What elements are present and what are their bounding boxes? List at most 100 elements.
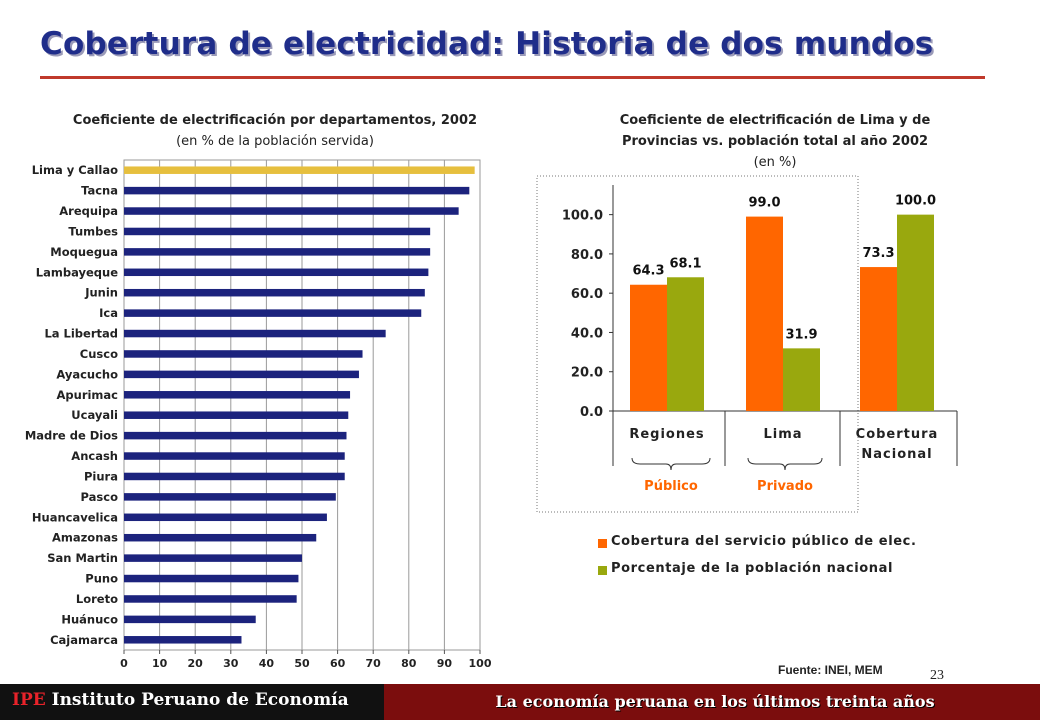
right-chart-subtitle: (en %) — [753, 155, 797, 170]
bar-arequipa — [124, 207, 459, 215]
bar-hu-nuco — [124, 615, 256, 624]
bar-apurimac — [124, 391, 351, 399]
y-tick-label: Cajamarca — [50, 633, 118, 647]
x-tick-label: 20 — [188, 657, 204, 670]
footer-institute: IPE Instituto Peruano de Economía — [12, 690, 349, 710]
y-tick-label: 100.0 — [562, 209, 603, 224]
x-tick-label: 30 — [223, 657, 239, 670]
y-tick-label: Lambayeque — [36, 265, 118, 279]
brace-label: Privado — [757, 479, 813, 494]
y-tick-label: Moquegua — [50, 245, 118, 259]
y-tick-label: Ayacucho — [56, 367, 118, 381]
bar-moquegua — [124, 248, 431, 256]
bar-orange — [860, 267, 897, 411]
y-tick-label: Tumbes — [68, 224, 118, 238]
y-tick-label: Amazonas — [52, 531, 118, 545]
y-tick-label: Lima y Callao — [32, 163, 118, 177]
y-tick-label: Loreto — [76, 592, 118, 606]
data-label: 100.0 — [895, 194, 936, 209]
footer-institute-name: Instituto Peruano de Economía — [51, 690, 349, 710]
bar-tumbes — [124, 227, 431, 236]
title-divider — [40, 76, 985, 79]
legend-swatch — [598, 539, 607, 548]
brace — [747, 457, 823, 471]
bar-madre-de-dios — [124, 431, 347, 440]
y-tick-label: La Libertad — [44, 327, 118, 341]
legend-swatch — [598, 566, 607, 575]
x-tick-label: 0 — [120, 657, 128, 670]
y-tick-label: Junin — [84, 286, 118, 300]
bar-olive — [783, 348, 820, 411]
bar-huancavelica — [124, 513, 327, 522]
legend-label: Cobertura del servicio público de elec. — [611, 534, 917, 549]
x-tick-label: 90 — [437, 657, 453, 670]
x-tick-label: 80 — [401, 657, 417, 670]
bar-orange — [746, 216, 783, 411]
bar-lambayeque — [124, 268, 429, 277]
y-tick-label: Puno — [85, 572, 118, 586]
lima-provinces-bar-chart: 0.0 20.0 40.0 60.0 80.0 100.0 64.3 99.0 73.3 68.1… — [536, 175, 958, 576]
bar-pasco — [124, 493, 336, 501]
bar-la-libertad — [124, 329, 386, 338]
bar-cajamarca — [124, 636, 242, 644]
x-tick-label: 100 — [469, 657, 492, 670]
bar-olive — [897, 214, 934, 411]
brace — [631, 457, 711, 471]
legend-label: Porcentaje de la población nacional — [611, 561, 893, 576]
left-chart-title-block: Coeficiente de electrificación por depar… — [28, 110, 522, 152]
bar-olive — [667, 277, 704, 411]
y-tick-label: 80.0 — [571, 248, 603, 263]
y-tick-label: Cusco — [80, 347, 118, 361]
bar-orange — [630, 284, 667, 411]
y-tick-label: Apurimac — [57, 388, 119, 402]
bar-loreto — [124, 595, 297, 603]
y-tick-label: 20.0 — [571, 366, 603, 381]
bar-ica — [124, 309, 422, 317]
left-chart-subtitle: (en % de la población servida) — [176, 134, 374, 149]
bar-ayacucho — [124, 370, 359, 379]
source-note: Fuente: INEI, MEM — [778, 663, 883, 677]
y-tick-label: Piura — [84, 469, 118, 483]
bar-tacna — [124, 186, 470, 195]
x-category-label: Regiones — [629, 427, 704, 442]
departments-bar-chart: Lima y Callao Tacna Arequipa Tumbes Moquegua… — [25, 159, 492, 670]
y-tick-label: Ancash — [71, 449, 118, 463]
bar-piura — [124, 472, 345, 481]
data-label: 68.1 — [669, 256, 701, 271]
bar-ancash — [124, 452, 345, 460]
data-label: 73.3 — [862, 246, 894, 261]
data-label: 64.3 — [632, 264, 664, 279]
x-category-label: Lima — [763, 427, 802, 442]
chart-frame — [536, 175, 859, 513]
y-tick-label: Huánuco — [61, 612, 118, 626]
bar-lima-y-callao — [124, 166, 475, 174]
bar-ucayali — [124, 411, 349, 419]
x-tick-label: 10 — [152, 657, 168, 670]
y-tick-label: San Martin — [47, 551, 118, 565]
y-tick-label: 40.0 — [571, 326, 603, 341]
bar-amazonas — [124, 533, 317, 542]
y-tick-label: Pasco — [81, 490, 119, 504]
data-label: 31.9 — [785, 327, 817, 342]
y-tick-label: 60.0 — [571, 287, 603, 302]
x-tick-label: 50 — [294, 657, 310, 670]
x-category-label: Cobertura — [856, 427, 939, 442]
x-tick-label: 70 — [366, 657, 382, 670]
footer-ipe-logo: IPE — [12, 690, 46, 710]
y-tick-label: Madre de Dios — [25, 429, 118, 443]
x-category-label: Nacional — [861, 447, 932, 462]
bar-cusco — [124, 350, 363, 358]
x-tick-label: 40 — [259, 657, 275, 670]
footer-subtitle: La economía peruana en los últimos trein… — [495, 692, 935, 711]
right-chart-title-line1: Coeficiente de electrificación de Lima y… — [619, 113, 931, 128]
page-number: 23 — [930, 668, 944, 683]
right-chart-title-line2: Provincias vs. población total al año 20… — [621, 134, 929, 149]
bar-san-martin — [124, 554, 302, 562]
y-tick-label: Tacna — [81, 184, 118, 198]
bar-puno — [124, 574, 299, 583]
data-label: 99.0 — [748, 196, 780, 211]
slide-title: Cobertura de electricidad: Historia de d… — [40, 26, 934, 62]
y-tick-label: Ucayali — [71, 408, 118, 422]
footer-left-panel — [0, 684, 384, 720]
bar-junin — [124, 288, 425, 297]
